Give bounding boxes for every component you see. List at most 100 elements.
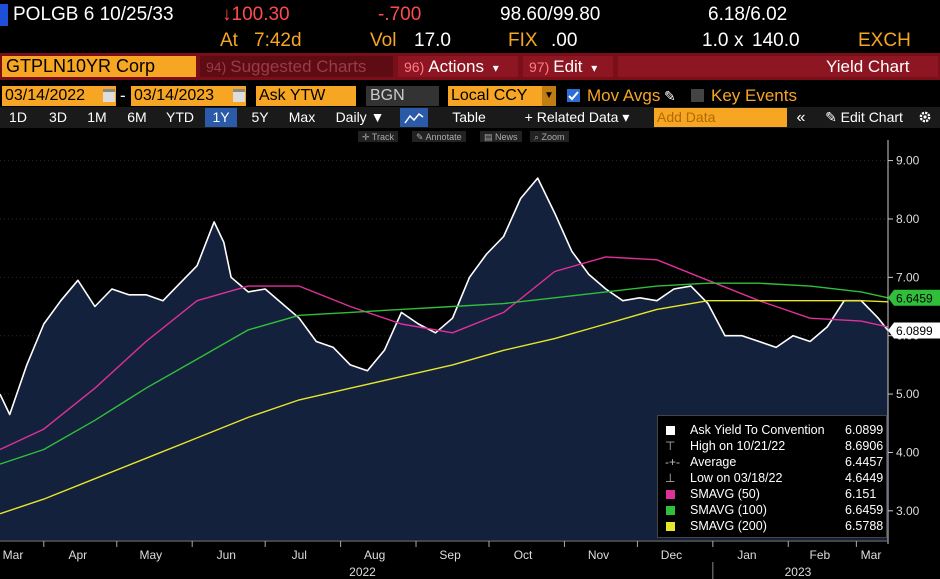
legend-row-sma200[interactable]: SMAVG (200) 6.5788 — [664, 518, 884, 534]
legend-row-average[interactable]: -+- Average 6.4457 — [664, 454, 884, 470]
key-events-checkbox[interactable] — [691, 89, 704, 102]
currency-dropdown-icon[interactable]: ▼ — [542, 86, 556, 106]
table-button[interactable]: Table — [452, 109, 486, 125]
y-tick-label: 9.00 — [896, 154, 920, 168]
start-date-input[interactable]: 03/14/2022 — [2, 86, 116, 106]
x-month-label: Jul — [292, 548, 307, 562]
y-tick-label: 5.00 — [896, 387, 920, 401]
collapse-icon[interactable]: « — [796, 109, 806, 126]
security-marker — [0, 4, 8, 26]
pencil-icon[interactable]: ✎ — [664, 88, 676, 104]
net-change: -.700 — [378, 4, 422, 25]
green-square-icon — [666, 506, 675, 515]
mov-avgs-checkbox[interactable] — [567, 89, 580, 102]
low-marker-icon: ⊥ — [665, 471, 676, 485]
edit-text: Edit — [553, 57, 583, 76]
actions-caret-icon: ▾ — [492, 61, 499, 75]
white-square-icon — [666, 426, 675, 435]
x-month-label: Oct — [514, 548, 533, 562]
bid-ask: 98.60/99.80 — [500, 4, 601, 25]
legend-value: 6.6459 — [845, 503, 884, 517]
time-label: At — [220, 30, 238, 51]
ticker-input[interactable]: GTPLN10YR Corp — [2, 56, 196, 77]
gear-icon[interactable] — [916, 108, 934, 127]
legend-label: Average — [690, 455, 737, 469]
legend-value: 4.6449 — [845, 471, 884, 485]
actions-label: 96) Actions ▾ — [404, 56, 499, 77]
legend-row-low[interactable]: ⊥ Low on 03/18/22 4.6449 — [664, 470, 884, 486]
quote-strip: POLGB 6 10/25/33 ↓100.30 -.700 98.60/99.… — [0, 0, 940, 52]
period-3d-button[interactable]: 3D — [49, 109, 67, 125]
x-month-label: Nov — [588, 548, 609, 562]
key-events-label: Key Events — [711, 86, 797, 105]
add-data-input[interactable]: Add Data — [654, 108, 787, 127]
period-1d-button[interactable]: 1D — [9, 109, 27, 125]
zoom-tool[interactable]: ⌕ Zoom — [530, 131, 569, 144]
x-month-label: Dec — [661, 548, 682, 562]
legend-row-yield[interactable]: Ask Yield To Convention 6.0899 — [664, 422, 884, 438]
fix-value: .00 — [551, 30, 578, 51]
quote-time: 7:42d — [254, 30, 302, 51]
annotate-tool[interactable]: ✎ Annotate — [412, 131, 466, 144]
x-month-label: Feb — [810, 548, 831, 562]
period-toolbar: 1D 3D 1M 6M YTD 1Y 5Y Max Daily ▼ Table … — [0, 107, 940, 128]
frequency-select[interactable]: Daily ▼ — [335, 109, 385, 125]
end-calendar-icon[interactable] — [233, 89, 245, 102]
line-chart-toggle[interactable] — [400, 108, 428, 127]
news-tool[interactable]: ▤ News — [480, 131, 522, 144]
x-month-label: Jun — [217, 548, 236, 562]
legend-value: 8.6906 — [845, 439, 884, 453]
legend-row-sma100[interactable]: SMAVG (100) 6.6459 — [664, 502, 884, 518]
y-tick-label: 3.00 — [896, 504, 920, 518]
last-value-badge — [888, 322, 940, 339]
field-select[interactable]: Ask YTW — [256, 86, 356, 106]
legend-row-high[interactable]: ⊤ High on 10/21/22 8.6906 — [664, 438, 884, 454]
source-select[interactable]: BGN — [366, 86, 439, 106]
size-separator: x — [734, 30, 744, 51]
currency-select[interactable]: Local CCY — [448, 86, 556, 106]
legend-value: 6.5788 — [845, 519, 884, 533]
date-dash: - — [120, 86, 126, 105]
chart-legend: Ask Yield To Convention 6.0899 ⊤ High on… — [657, 415, 887, 538]
x-month-label: May — [140, 548, 163, 562]
legend-label: Low on 03/18/22 — [690, 471, 783, 485]
yield-pair: 6.18/6.02 — [708, 4, 788, 25]
last-price: ↓100.30 — [222, 4, 290, 25]
track-tool[interactable]: ✛ Track — [358, 131, 399, 144]
legend-label: High on 10/21/22 — [690, 439, 786, 453]
fix-label: FIX — [508, 30, 538, 51]
y-tick-label: 6.00 — [896, 329, 920, 343]
controls-row: 03/14/2022 - 03/14/2023 Ask YTW BGN Loca… — [0, 85, 940, 107]
period-1y-button[interactable]: 1Y — [205, 108, 237, 127]
yellow-square-icon — [666, 522, 675, 531]
end-date-input[interactable]: 03/14/2023 — [131, 86, 246, 106]
volume-value: 17.0 — [414, 30, 451, 51]
legend-row-sma50[interactable]: SMAVG (50) 6.151 — [664, 486, 884, 502]
edit-chart-button[interactable]: ✎ Edit Chart — [825, 109, 903, 125]
y-tick-label: 4.00 — [896, 445, 920, 459]
line-chart-icon — [404, 112, 424, 124]
period-6m-button[interactable]: 6M — [127, 109, 147, 125]
edit-caret-icon: ▾ — [591, 61, 598, 75]
suggested-charts-button[interactable] — [200, 56, 393, 77]
period-max-button[interactable]: Max — [288, 109, 316, 125]
actions-button[interactable] — [398, 56, 518, 77]
checkmark-icon — [568, 91, 579, 101]
legend-value: 6.151 — [845, 487, 877, 501]
legend-label: SMAVG (200) — [690, 519, 767, 533]
related-data-button[interactable]: + Related Data ▾ — [524, 109, 630, 125]
magenta-square-icon — [666, 490, 675, 499]
start-calendar-icon[interactable] — [103, 89, 115, 102]
average-marker-icon: -+- — [665, 455, 680, 469]
period-5y-button[interactable]: 5Y — [251, 109, 269, 125]
suggested-charts-text: Suggested Charts — [230, 57, 367, 76]
period-ytd-button[interactable]: YTD — [166, 109, 194, 125]
period-1m-button[interactable]: 1M — [87, 109, 107, 125]
x-axis: Mar Apr May Jun Jul Aug Sep Oct Nov Dec Jan Feb Mar 2… — [0, 540, 888, 579]
size-ask: 140.0 — [752, 30, 800, 51]
edit-button[interactable] — [523, 56, 613, 77]
mov-avgs-label: Mov Avgs — [587, 86, 661, 105]
high-marker-icon: ⊤ — [665, 439, 676, 453]
exchange: EXCH — [858, 30, 911, 51]
volume-label: Vol — [370, 30, 397, 51]
